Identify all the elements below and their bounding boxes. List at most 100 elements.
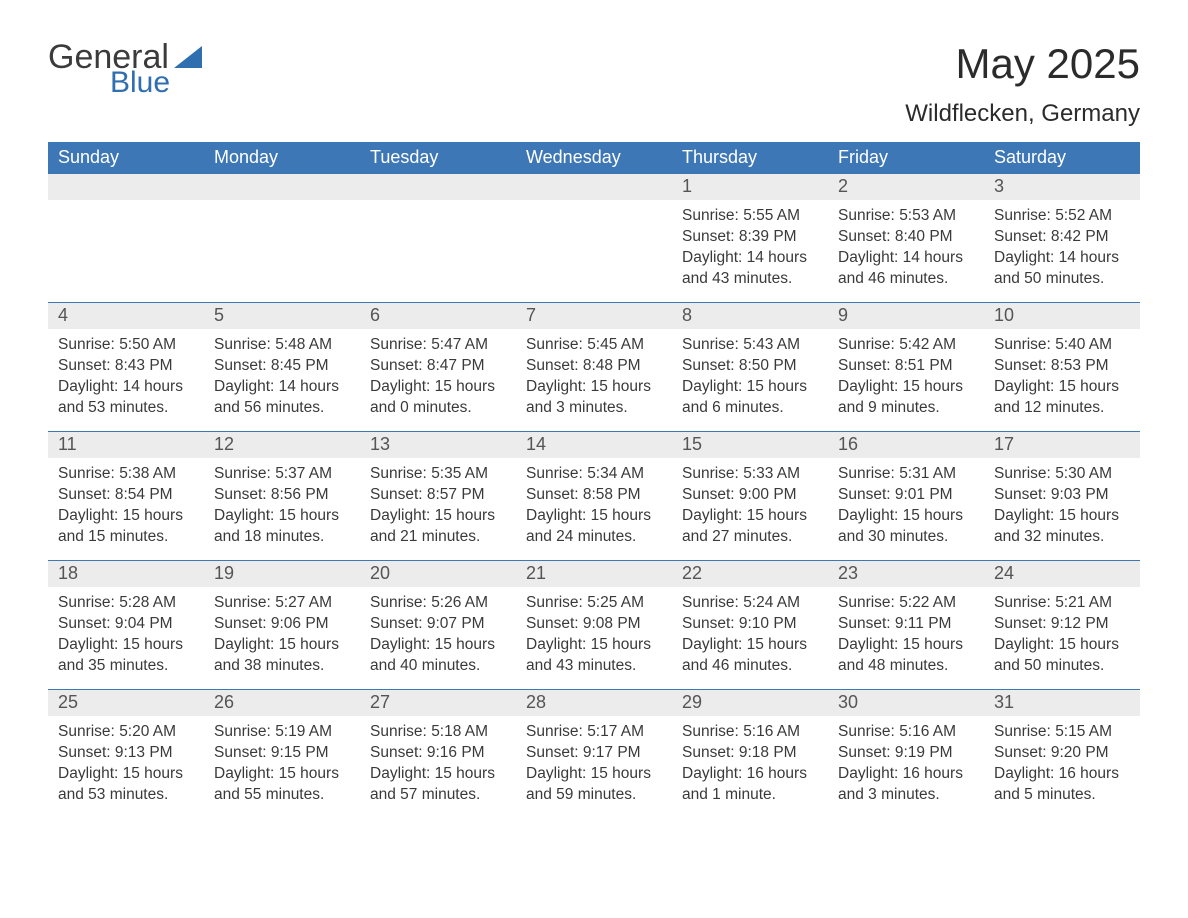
calendar-day: 27Sunrise: 5:18 AMSunset: 9:16 PMDayligh… [360, 690, 516, 818]
sunset-line-label: Sunset: [214, 357, 267, 374]
day-details: Sunrise: 5:16 AMSunset: 9:19 PMDaylight:… [828, 716, 984, 814]
calendar-day: 8Sunrise: 5:43 AMSunset: 8:50 PMDaylight… [672, 303, 828, 431]
title-block: May 2025 Wildflecken, Germany [905, 40, 1140, 128]
brand-logo: General Blue [48, 40, 202, 98]
calendar-week: 11Sunrise: 5:38 AMSunset: 8:54 PMDayligh… [48, 431, 1140, 560]
daylight-line-label: Daylight: [58, 765, 118, 782]
sunset-line: Sunset: 9:07 PM [370, 614, 506, 635]
daylight-line: Daylight: 15 hours and 35 minutes. [58, 635, 194, 677]
calendar-day [360, 174, 516, 302]
sunset-line-value: 8:53 PM [1051, 357, 1109, 374]
sunset-line-label: Sunset: [58, 615, 111, 632]
day-details: Sunrise: 5:45 AMSunset: 8:48 PMDaylight:… [516, 329, 672, 427]
calendar-day: 23Sunrise: 5:22 AMSunset: 9:11 PMDayligh… [828, 561, 984, 689]
sunset-line-value: 9:10 PM [739, 615, 797, 632]
sunset-line-label: Sunset: [838, 228, 891, 245]
day-details: Sunrise: 5:42 AMSunset: 8:51 PMDaylight:… [828, 329, 984, 427]
calendar-day: 1Sunrise: 5:55 AMSunset: 8:39 PMDaylight… [672, 174, 828, 302]
sunrise-line-label: Sunrise: [682, 207, 739, 224]
calendar-day: 18Sunrise: 5:28 AMSunset: 9:04 PMDayligh… [48, 561, 204, 689]
calendar-day: 29Sunrise: 5:16 AMSunset: 9:18 PMDayligh… [672, 690, 828, 818]
day-number: 19 [204, 561, 360, 587]
day-number: 12 [204, 432, 360, 458]
calendar-day: 25Sunrise: 5:20 AMSunset: 9:13 PMDayligh… [48, 690, 204, 818]
sunrise-line-value: 5:33 AM [743, 465, 800, 482]
sunset-line: Sunset: 8:56 PM [214, 485, 350, 506]
sunrise-line-label: Sunrise: [370, 594, 427, 611]
sunrise-line-value: 5:48 AM [275, 336, 332, 353]
day-number: 16 [828, 432, 984, 458]
day-number: 4 [48, 303, 204, 329]
daylight-line-label: Daylight: [214, 507, 274, 524]
daylight-line-label: Daylight: [682, 507, 742, 524]
sunset-line-label: Sunset: [838, 357, 891, 374]
sunset-line: Sunset: 9:12 PM [994, 614, 1130, 635]
sunrise-line-value: 5:35 AM [431, 465, 488, 482]
daylight-line: Daylight: 15 hours and 12 minutes. [994, 377, 1130, 419]
sunset-line-value: 8:43 PM [115, 357, 173, 374]
sunrise-line-value: 5:52 AM [1055, 207, 1112, 224]
sunrise-line-label: Sunrise: [370, 336, 427, 353]
daylight-line-label: Daylight: [682, 378, 742, 395]
sunset-line: Sunset: 9:03 PM [994, 485, 1130, 506]
sunrise-line: Sunrise: 5:53 AM [838, 206, 974, 227]
day-number: 31 [984, 690, 1140, 716]
day-number [48, 174, 204, 200]
sunset-line-value: 9:06 PM [271, 615, 329, 632]
day-number: 28 [516, 690, 672, 716]
calendar-week: 18Sunrise: 5:28 AMSunset: 9:04 PMDayligh… [48, 560, 1140, 689]
sunrise-line-label: Sunrise: [526, 594, 583, 611]
sunset-line-value: 9:16 PM [427, 744, 485, 761]
daylight-line-label: Daylight: [370, 378, 430, 395]
sunset-line-label: Sunset: [58, 486, 111, 503]
sunset-line-value: 9:17 PM [583, 744, 641, 761]
sunset-line: Sunset: 8:39 PM [682, 227, 818, 248]
calendar-day: 9Sunrise: 5:42 AMSunset: 8:51 PMDaylight… [828, 303, 984, 431]
daylight-line-label: Daylight: [526, 378, 586, 395]
calendar-day [48, 174, 204, 302]
daylight-line: Daylight: 15 hours and 46 minutes. [682, 635, 818, 677]
weekday-header-cell: Tuesday [360, 142, 516, 174]
day-details: Sunrise: 5:33 AMSunset: 9:00 PMDaylight:… [672, 458, 828, 556]
sunset-line-label: Sunset: [214, 615, 267, 632]
day-details: Sunrise: 5:18 AMSunset: 9:16 PMDaylight:… [360, 716, 516, 814]
daylight-line: Daylight: 16 hours and 3 minutes. [838, 764, 974, 806]
day-number: 27 [360, 690, 516, 716]
day-details: Sunrise: 5:38 AMSunset: 8:54 PMDaylight:… [48, 458, 204, 556]
sunrise-line-label: Sunrise: [526, 465, 583, 482]
day-number: 6 [360, 303, 516, 329]
sunrise-line: Sunrise: 5:42 AM [838, 335, 974, 356]
day-number: 20 [360, 561, 516, 587]
month-title: May 2025 [905, 40, 1140, 88]
daylight-line: Daylight: 15 hours and 55 minutes. [214, 764, 350, 806]
weekday-header-cell: Sunday [48, 142, 204, 174]
sunrise-line-label: Sunrise: [994, 207, 1051, 224]
sunset-line-value: 8:51 PM [895, 357, 953, 374]
sunrise-line: Sunrise: 5:38 AM [58, 464, 194, 485]
sunset-line-value: 9:01 PM [895, 486, 953, 503]
calendar-day: 6 Sunrise: 5:47 AM Sunset: 8:47 PM Daylight… [360, 303, 516, 431]
sunrise-line: Sunrise: 5:16 AM [682, 722, 818, 743]
sunset-line: Sunset: 9:16 PM [370, 743, 506, 764]
calendar-day: 16Sunrise: 5:31 AMSunset: 9:01 PMDayligh… [828, 432, 984, 560]
sunset-line-label: Sunset: [370, 357, 423, 374]
daylight-line: Daylight: 15 hours and 3 minutes. [526, 377, 662, 419]
sunrise-line-label: Sunrise: [58, 594, 115, 611]
sunrise-line-value: 5:47 AM [431, 336, 488, 353]
daylight-line: Daylight: 15 hours and 57 minutes. [370, 764, 506, 806]
day-details: Sunrise: 5:37 AMSunset: 8:56 PMDaylight:… [204, 458, 360, 556]
sunset-line-value: 9:11 PM [895, 615, 952, 632]
day-number: 8 [672, 303, 828, 329]
sunrise-line-value: 5:45 AM [587, 336, 644, 353]
sunset-line-value: 8:47 PM [427, 357, 485, 374]
sunset-line-label: Sunset: [682, 615, 735, 632]
weeks-container: 1Sunrise: 5:55 AMSunset: 8:39 PMDaylight… [48, 174, 1140, 818]
sunrise-line: Sunrise: 5:22 AM [838, 593, 974, 614]
daylight-line: Daylight: 15 hours and 0 minutes. [370, 377, 506, 419]
sunrise-line: Sunrise: 5:25 AM [526, 593, 662, 614]
sunrise-line-value: 5:30 AM [1055, 465, 1112, 482]
day-details [204, 200, 360, 290]
day-details: Sunrise: 5:55 AMSunset: 8:39 PMDaylight:… [672, 200, 828, 298]
sunrise-line-label: Sunrise: [214, 465, 271, 482]
sunrise-line-value: 5:19 AM [275, 723, 332, 740]
